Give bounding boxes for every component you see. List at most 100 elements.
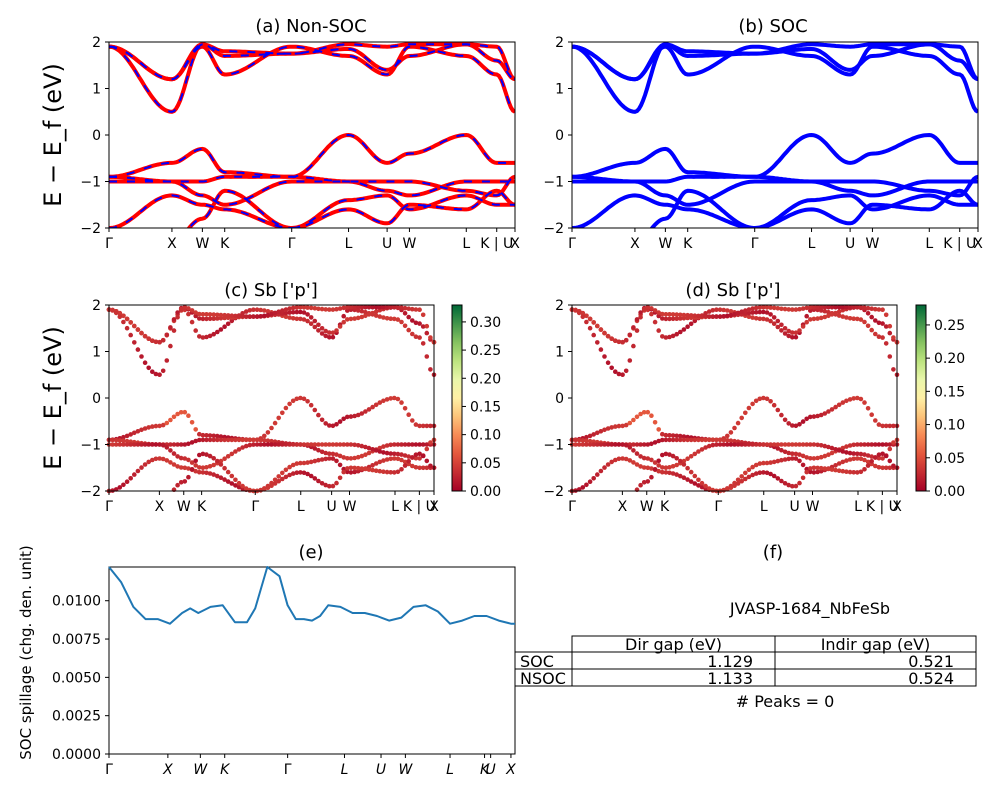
d-point — [761, 309, 766, 315]
c-point — [193, 463, 198, 468]
d-point — [587, 316, 593, 322]
c-point — [258, 437, 264, 443]
c-point — [175, 454, 180, 459]
d-point — [800, 453, 806, 459]
f-dir-gap-value: 1.129 — [707, 652, 753, 671]
d-point — [699, 484, 705, 490]
d-point — [876, 334, 882, 340]
c-point — [182, 305, 188, 310]
d-point — [782, 481, 788, 486]
c-point — [308, 442, 314, 447]
d-cbar-tick-label: 0.20 — [934, 351, 965, 367]
d-point — [638, 315, 643, 320]
d-point — [645, 479, 651, 484]
d-point — [735, 420, 741, 426]
d-point — [836, 313, 842, 318]
d-point — [613, 442, 618, 447]
c-xtick-label: X — [155, 499, 165, 515]
c-point — [215, 312, 220, 318]
c-point — [215, 473, 220, 479]
c-point — [150, 442, 155, 447]
d-xtick-label: K — [660, 499, 670, 515]
d-point — [703, 445, 708, 450]
d-point — [598, 468, 604, 474]
d-point — [674, 331, 679, 337]
d-point — [670, 464, 676, 469]
c-point — [139, 354, 144, 359]
c-point — [355, 443, 361, 448]
c-point — [424, 354, 430, 359]
b-xtick-label: K — [683, 236, 693, 252]
c-point — [150, 338, 155, 344]
panel-c-title: (c) Sb ['p'] — [224, 280, 318, 301]
d-point — [703, 483, 708, 489]
d-point — [829, 450, 835, 456]
d-point — [656, 438, 661, 444]
d-point — [638, 464, 643, 469]
c-point — [305, 442, 310, 447]
d-point — [873, 318, 878, 323]
d-point — [797, 422, 802, 427]
d-point — [880, 451, 885, 457]
d-point — [771, 321, 777, 327]
b-band-3 — [572, 132, 978, 179]
c-point — [218, 475, 224, 481]
d-point — [743, 308, 748, 313]
c-point — [413, 442, 419, 447]
c-point — [204, 312, 209, 317]
d-point — [681, 327, 687, 332]
d-point — [844, 398, 849, 404]
panel-f-table: JVASP-1684_NbFeSb Dir gap (eV) Indir gap (… — [514, 599, 977, 711]
c-point — [355, 308, 361, 313]
d-point — [728, 312, 734, 318]
c-point — [178, 465, 184, 470]
c-point — [207, 464, 213, 469]
d-point — [685, 324, 690, 330]
c-point — [142, 360, 148, 366]
c-point — [280, 442, 285, 447]
d-point — [609, 442, 614, 447]
d-point — [670, 316, 676, 322]
e-xtick-label: W — [193, 762, 208, 778]
c-xtick-label: L — [297, 499, 305, 515]
c-point — [236, 484, 242, 490]
d-point — [808, 305, 813, 310]
c-point — [312, 476, 318, 481]
a2-band-4 — [109, 175, 515, 197]
c-point — [178, 442, 184, 447]
c-point — [247, 314, 253, 319]
e-ytick-label: 0.0025 — [52, 709, 101, 725]
c-point — [265, 430, 271, 435]
d-point — [631, 343, 636, 349]
d-point — [587, 442, 593, 447]
d-point — [790, 442, 795, 447]
c-point — [406, 459, 412, 464]
c-point — [399, 305, 404, 311]
c-point — [373, 448, 379, 453]
c-point — [247, 437, 253, 443]
c-point — [370, 467, 375, 473]
c-point — [312, 446, 318, 451]
d-point — [660, 334, 665, 339]
d-point — [865, 323, 871, 329]
d-ytick-label: −1 — [543, 438, 564, 454]
d-point — [714, 437, 719, 443]
d-point — [692, 313, 698, 319]
c-point — [417, 456, 422, 461]
c-point — [381, 398, 386, 404]
c-point — [142, 462, 148, 467]
d-point — [876, 442, 882, 447]
c-point — [164, 420, 170, 426]
panel-b-title: (b) SOC — [738, 16, 807, 37]
d-point — [717, 437, 723, 443]
c-point — [215, 433, 220, 439]
d-point — [645, 456, 651, 461]
d-point — [811, 465, 817, 471]
c-point — [262, 433, 267, 439]
d-point — [771, 305, 777, 311]
d-point — [743, 442, 748, 447]
f-peaks-footer: # Peaks = 0 — [736, 692, 835, 711]
c-point — [197, 437, 202, 443]
d-point — [775, 318, 781, 324]
d-point — [775, 442, 781, 447]
